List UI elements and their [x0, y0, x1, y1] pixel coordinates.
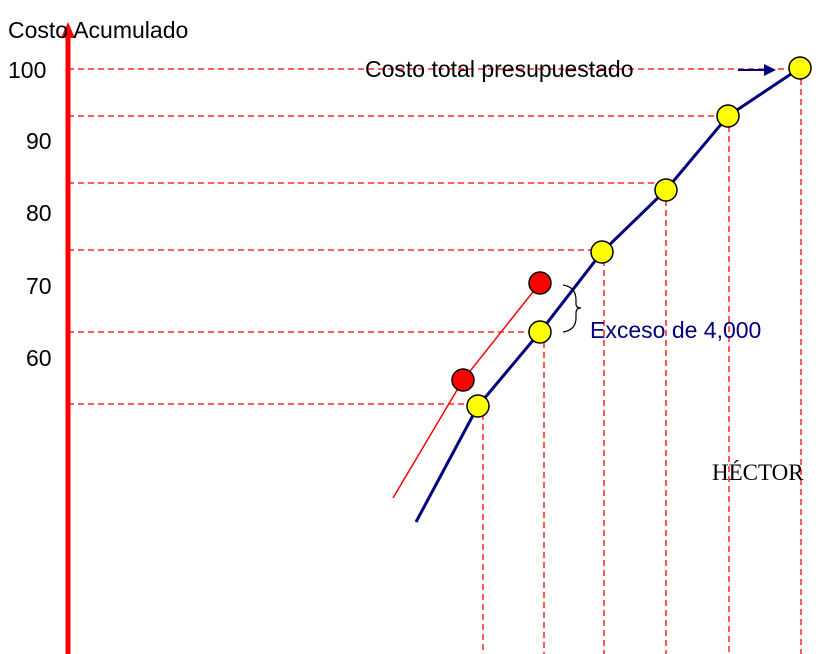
budget-point	[528, 320, 552, 344]
axis-label: 70	[26, 273, 52, 299]
budget-line	[414, 66, 801, 523]
actual-point	[451, 368, 475, 392]
budget-point	[590, 240, 614, 264]
budget-label: Costo total presupuestado	[365, 56, 634, 82]
excess-label: Exceso de 4,000	[590, 317, 761, 343]
axis-title: Costo Acumulado	[8, 17, 188, 43]
budget-point	[716, 104, 740, 128]
actual-point	[528, 271, 552, 295]
axis-label: 80	[26, 200, 52, 226]
actual-points	[451, 271, 552, 392]
axis-label: 100	[8, 57, 46, 83]
budget-points	[466, 56, 812, 418]
axis-arrow	[61, 22, 75, 38]
guide-lines	[68, 68, 802, 654]
brace	[562, 284, 582, 333]
budget-point	[654, 178, 678, 202]
budget-arrow-head	[764, 64, 776, 76]
budget-point	[466, 394, 490, 418]
axis-label: 60	[26, 345, 52, 371]
axis-label: 90	[26, 128, 52, 154]
budget-point	[788, 56, 812, 80]
author: HÉCTOR	[712, 460, 804, 485]
